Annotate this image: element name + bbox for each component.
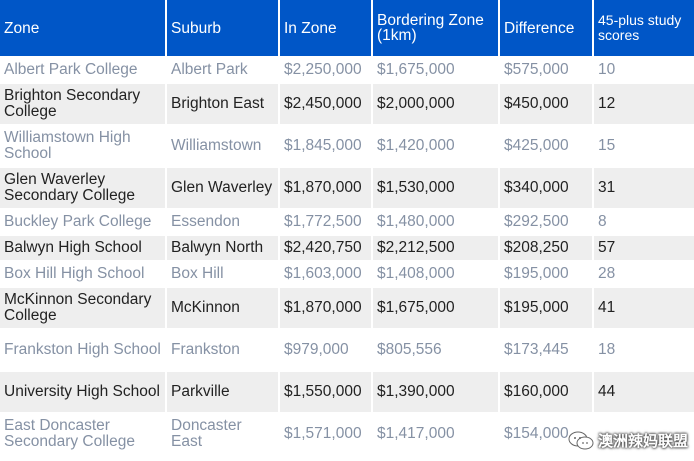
table-row: McKinnon Secondary College McKinnon $1,870… [0, 288, 694, 330]
cell-bordering-zone: $1,420,000 [373, 126, 498, 168]
cell-suburb: Frankston [167, 330, 278, 372]
cell-in-zone: $1,870,000 [280, 288, 371, 330]
header-bordering-zone: Bordering Zone (1km) [373, 0, 498, 58]
cell-difference: $160,000 [500, 372, 592, 414]
cell-difference: $292,500 [500, 210, 592, 236]
cell-in-zone: $1,772,500 [280, 210, 371, 236]
cell-study-scores: 28 [594, 262, 694, 288]
cell-study-scores: 18 [594, 330, 694, 372]
table-row: Glen Waverley Secondary College Glen Wave… [0, 168, 694, 210]
cell-bordering-zone: $1,675,000 [373, 58, 498, 84]
cell-bordering-zone: $1,675,000 [373, 288, 498, 330]
cell-study-scores: 41 [594, 288, 694, 330]
cell-zone: Buckley Park College [0, 210, 165, 236]
cell-in-zone: $2,250,000 [280, 58, 371, 84]
cell-suburb: Williamstown [167, 126, 278, 168]
cell-difference: $340,000 [500, 168, 592, 210]
cell-study-scores: 44 [594, 372, 694, 414]
cell-difference: $154,000 [500, 414, 592, 456]
cell-in-zone: $2,450,000 [280, 84, 371, 126]
cell-zone: Brighton Secondary College [0, 84, 165, 126]
cell-in-zone: $1,603,000 [280, 262, 371, 288]
watermark: 澳洲辣妈联盟 [568, 430, 688, 451]
table-body: Albert Park College Albert Park $2,250,000… [0, 58, 694, 456]
cell-difference: $195,000 [500, 288, 592, 330]
cell-difference: $575,000 [500, 58, 592, 84]
cell-in-zone: $2,420,750 [280, 236, 371, 262]
cell-suburb: Brighton East [167, 84, 278, 126]
table-header: Zone Suburb In Zone Bordering Zone (1km)… [0, 0, 694, 58]
cell-in-zone: $1,550,000 [280, 372, 371, 414]
table-row: Frankston High School Frankston $979,000 $8… [0, 330, 694, 372]
cell-study-scores: 12 [594, 84, 694, 126]
wechat-icon [568, 431, 594, 449]
cell-study-scores [594, 414, 694, 456]
cell-zone: Frankston High School [0, 330, 165, 372]
header-row: Zone Suburb In Zone Bordering Zone (1km)… [0, 0, 694, 58]
table-row: Brighton Secondary College Brighton East $… [0, 84, 694, 126]
cell-zone: Box Hill High School [0, 262, 165, 288]
cell-zone: Williamstown High School [0, 126, 165, 168]
cell-difference: $450,000 [500, 84, 592, 126]
cell-bordering-zone: $2,000,000 [373, 84, 498, 126]
cell-study-scores: 31 [594, 168, 694, 210]
cell-zone: Glen Waverley Secondary College [0, 168, 165, 210]
cell-zone: Balwyn High School [0, 236, 165, 262]
cell-bordering-zone: $1,417,000 [373, 414, 498, 456]
cell-difference: $195,000 [500, 262, 592, 288]
cell-in-zone: $1,870,000 [280, 168, 371, 210]
header-in-zone: In Zone [280, 0, 371, 58]
header-suburb: Suburb [167, 0, 278, 58]
cell-bordering-zone: $1,390,000 [373, 372, 498, 414]
cell-study-scores: 57 [594, 236, 694, 262]
header-difference: Difference [500, 0, 592, 58]
table-row: Buckley Park College Essendon $1,772,500 $1… [0, 210, 694, 236]
cell-bordering-zone: $1,408,000 [373, 262, 498, 288]
cell-difference: $173,445 [500, 330, 592, 372]
cell-bordering-zone: $1,480,000 [373, 210, 498, 236]
cell-in-zone: $979,000 [280, 330, 371, 372]
cell-suburb: Albert Park [167, 58, 278, 84]
table-row: University High School Parkville $1,550,00… [0, 372, 694, 414]
cell-bordering-zone: $2,212,500 [373, 236, 498, 262]
cell-zone: University High School [0, 372, 165, 414]
cell-zone: Albert Park College [0, 58, 165, 84]
cell-bordering-zone: $1,530,000 [373, 168, 498, 210]
cell-suburb: Box Hill [167, 262, 278, 288]
header-zone: Zone [0, 0, 165, 58]
header-study-scores: 45-plus study scores [594, 0, 694, 58]
cell-suburb: Essendon [167, 210, 278, 236]
cell-zone: McKinnon Secondary College [0, 288, 165, 330]
cell-study-scores: 15 [594, 126, 694, 168]
cell-study-scores: 10 [594, 58, 694, 84]
cell-suburb: Balwyn North [167, 236, 278, 262]
cell-suburb: Parkville [167, 372, 278, 414]
cell-suburb: Glen Waverley [167, 168, 278, 210]
cell-study-scores: 8 [594, 210, 694, 236]
table-row: Balwyn High School Balwyn North $2,420,750… [0, 236, 694, 262]
table-row: Williamstown High School Williamstown $1,8… [0, 126, 694, 168]
table-row: Albert Park College Albert Park $2,250,000… [0, 58, 694, 84]
cell-suburb: McKinnon [167, 288, 278, 330]
cell-in-zone: $1,571,000 [280, 414, 371, 456]
cell-suburb: Doncaster East [167, 414, 278, 456]
cell-in-zone: $1,845,000 [280, 126, 371, 168]
table-row: Box Hill High School Box Hill $1,603,000 $1… [0, 262, 694, 288]
table-row: East Doncaster Secondary College Doncaste… [0, 414, 694, 456]
cell-bordering-zone: $805,556 [373, 330, 498, 372]
cell-difference: $425,000 [500, 126, 592, 168]
cell-difference: $208,250 [500, 236, 592, 262]
watermark-text: 澳洲辣妈联盟 [597, 433, 688, 450]
cell-zone: East Doncaster Secondary College [0, 414, 165, 456]
